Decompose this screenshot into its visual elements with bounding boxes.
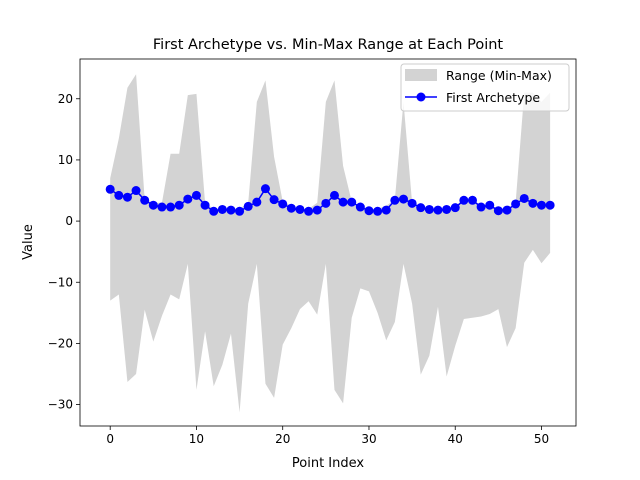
archetype-point — [105, 184, 115, 194]
archetype-point — [433, 205, 443, 215]
archetype-point — [364, 206, 374, 216]
y-tick-label: −10 — [48, 275, 73, 289]
archetype-point — [183, 194, 193, 204]
x-tick-label: 40 — [448, 432, 463, 446]
axes: 0 10 20 30 40 50 −30 −20 −10 0 10 20 — [48, 58, 577, 446]
archetype-point — [442, 204, 452, 214]
archetype-point — [485, 200, 495, 210]
y-tick-label: −20 — [48, 336, 73, 350]
y-tick-label: 20 — [58, 92, 73, 106]
archetype-point — [286, 203, 296, 213]
x-tick-label: 20 — [275, 432, 290, 446]
x-tick-label: 50 — [534, 432, 549, 446]
legend-archetype-marker — [416, 92, 426, 102]
legend-archetype-label: First Archetype — [446, 90, 540, 105]
archetype-point — [390, 195, 400, 205]
range-area — [110, 74, 551, 413]
archetype-point — [321, 198, 331, 208]
archetype-point — [381, 205, 391, 215]
archetype-point — [174, 200, 184, 210]
archetype-point — [235, 206, 245, 216]
archetype-point — [148, 200, 158, 210]
archetype-point — [140, 195, 150, 205]
archetype-point — [166, 202, 176, 212]
archetype-point — [355, 202, 365, 212]
archetype-point — [467, 195, 477, 205]
archetype-point — [407, 198, 417, 208]
archetype-point — [200, 200, 210, 210]
x-tick-label: 30 — [361, 432, 376, 446]
legend: Range (Min-Max) First Archetype — [400, 63, 570, 112]
archetype-point — [209, 206, 219, 216]
archetype-point — [416, 203, 426, 213]
archetype-point — [536, 200, 546, 210]
archetype-point — [502, 205, 512, 215]
archetype-point — [373, 206, 383, 216]
archetype-point — [191, 190, 201, 200]
x-tick-label: 0 — [106, 432, 114, 446]
archetype-point — [260, 184, 270, 194]
archetype-point — [252, 197, 262, 207]
archetype-line — [109, 187, 551, 213]
axes-frame — [79, 58, 577, 427]
archetype-point — [424, 204, 434, 214]
archetype-point — [493, 206, 503, 216]
archetype-point — [131, 186, 141, 196]
legend-range-label: Range (Min-Max) — [446, 68, 552, 83]
archetype-point — [295, 204, 305, 214]
archetype-point — [545, 200, 555, 210]
archetype-point — [278, 199, 288, 209]
archetype-point — [459, 195, 469, 205]
archetype-point — [398, 194, 408, 204]
x-tick-label: 10 — [189, 432, 204, 446]
legend-box — [400, 63, 570, 112]
archetype-point — [519, 193, 529, 203]
archetype-point — [114, 190, 124, 200]
archetype-point — [122, 192, 132, 202]
archetype-point — [157, 202, 167, 212]
legend-range-swatch — [405, 69, 437, 81]
archetype-point — [217, 204, 227, 214]
y-tick-label: −30 — [48, 398, 73, 412]
archetype-point — [312, 205, 322, 215]
archetype-point — [450, 203, 460, 213]
y-tick-label: 10 — [58, 153, 73, 167]
archetype-point — [269, 195, 279, 205]
y-axis-label: Value — [21, 224, 36, 260]
archetype-point — [304, 206, 314, 216]
archetype-point — [528, 198, 538, 208]
archetype-point — [243, 201, 253, 211]
archetype-point — [338, 197, 348, 207]
archetype-point — [329, 190, 339, 200]
archetype-point — [476, 202, 486, 212]
archetype-point — [511, 199, 521, 209]
chart-title: First Archetype vs. Min-Max Range at Eac… — [153, 37, 504, 53]
y-tick-label: 0 — [65, 214, 73, 228]
plot-area — [105, 74, 555, 413]
archetype-point — [347, 197, 357, 207]
x-axis-label: Point Index — [292, 456, 365, 471]
archetype-point — [226, 205, 236, 215]
